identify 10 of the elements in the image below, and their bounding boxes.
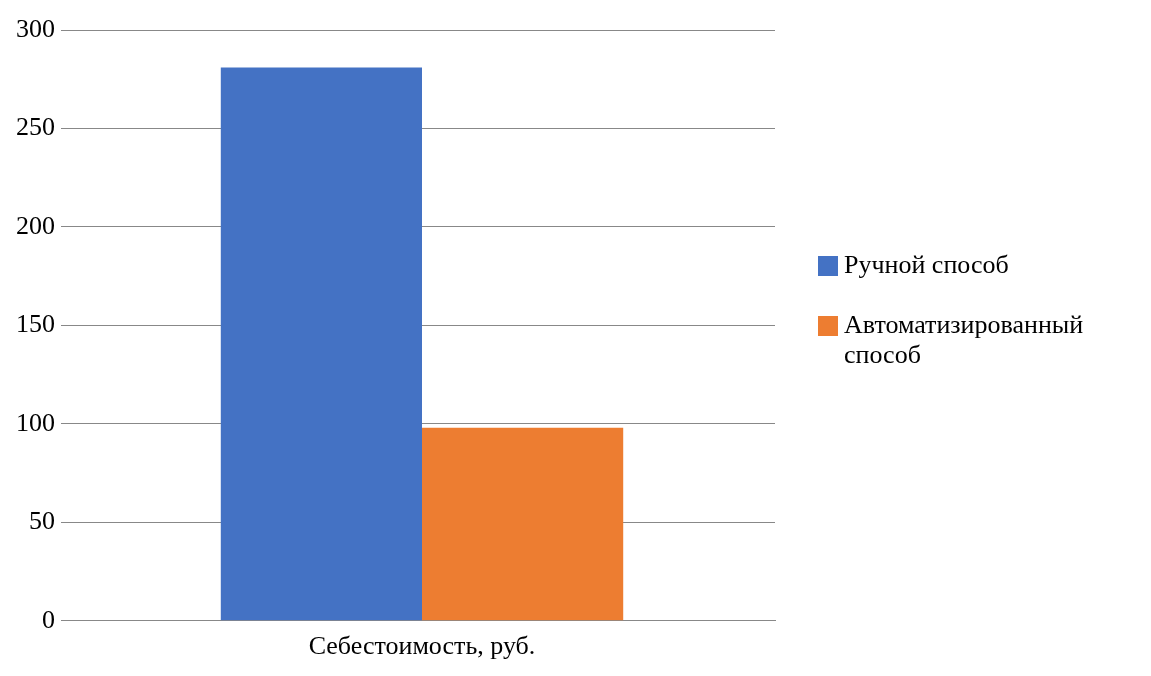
y-tick-label: 300 [16, 13, 55, 43]
legend-label: Ручной способ [844, 250, 1009, 280]
y-tick-label: 0 [42, 604, 55, 634]
y-tick-label: 250 [16, 112, 55, 142]
y-tick-label: 200 [16, 210, 55, 240]
x-tick-label: Себестоимость, руб. [308, 631, 536, 661]
legend-label: Автоматизированный способ [844, 310, 1085, 370]
y-tick-label: 50 [29, 506, 55, 536]
y-tick-label: 100 [16, 407, 55, 437]
y-tick-label: 150 [16, 309, 55, 339]
